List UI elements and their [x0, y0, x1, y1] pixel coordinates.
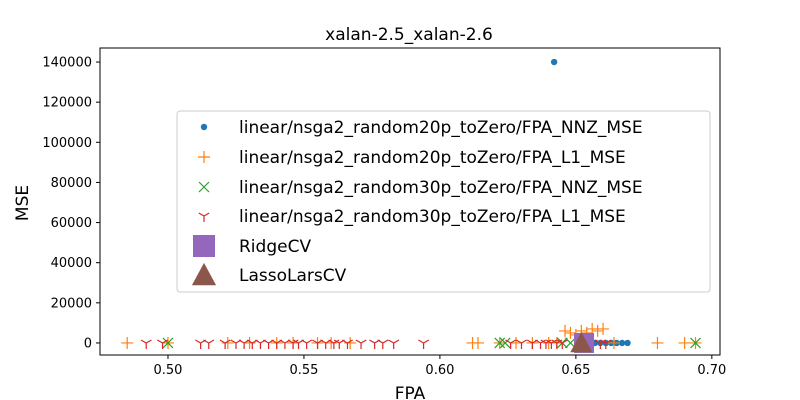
legend: linear/nsga2_random20p_toZero/FPA_NNZ_MS…	[176, 110, 711, 293]
y-tick-label: 120000	[42, 96, 92, 111]
y-axis-label: MSE	[13, 185, 33, 221]
data-point-series-3	[556, 339, 568, 349]
data-point-series-3	[377, 339, 389, 349]
data-point-series-1	[510, 336, 523, 349]
x-tick-label: 0.70	[697, 363, 726, 378]
y-tick-label: 60000	[51, 216, 92, 231]
x-tick-label: 0.55	[289, 363, 318, 378]
x-tick-label: 0.50	[154, 363, 183, 378]
data-point-series-2	[494, 337, 506, 349]
data-point-series-1	[564, 326, 577, 339]
legend-entry-0: linear/nsga2_random20p_toZero/FPA_NNZ_MS…	[239, 118, 643, 138]
x-tick-label: 0.65	[561, 363, 590, 378]
axis-ticks: 0.50 0.55 0.60 0.65 0.70 0 20000 40000 60000 8000…	[42, 56, 726, 378]
data-point-series-3	[157, 339, 169, 349]
data-point-series-1	[121, 336, 134, 349]
data-points	[121, 58, 702, 353]
data-point-series-2	[499, 337, 511, 349]
y-tick-label: 0	[84, 336, 92, 351]
data-point-series-3	[203, 339, 215, 349]
data-point-series-3	[341, 339, 353, 349]
legend-marker-2	[198, 181, 210, 193]
data-point-series-3	[505, 339, 517, 349]
data-point-series-1	[607, 336, 620, 349]
data-point-series-3	[515, 339, 528, 349]
data-point-series-2	[162, 337, 174, 349]
y-tick-label: 40000	[51, 256, 92, 271]
legend-entry-3: linear/nsga2_random30p_toZero/FPA_L1_MSE	[239, 207, 626, 227]
plot-area-frame	[99, 47, 721, 356]
x-tick-label: 0.60	[425, 363, 454, 378]
data-point-series-1	[221, 336, 234, 349]
data-point-series-1	[344, 336, 357, 349]
data-point-series-3	[418, 339, 430, 349]
data-point-series-3	[301, 339, 313, 349]
data-point-series-1	[586, 322, 599, 335]
y-tick-label: 140000	[42, 56, 92, 71]
data-point-series-5	[570, 331, 593, 353]
data-point-series-0	[550, 58, 558, 66]
legend-marker-0	[200, 123, 208, 131]
data-point-series-1	[597, 322, 610, 335]
data-point-series-3	[355, 339, 367, 349]
data-point-series-1	[243, 336, 256, 349]
legend-box	[176, 110, 711, 293]
data-point-series-1	[471, 336, 484, 349]
data-point-series-3	[140, 339, 152, 349]
data-point-series-1	[678, 336, 691, 349]
y-tick-label: 20000	[51, 296, 92, 311]
chart-title: xalan-2.5_xalan-2.6	[325, 25, 493, 45]
data-point-series-1	[559, 324, 571, 337]
data-point-series-3	[388, 339, 400, 349]
y-tick-label: 80000	[51, 176, 92, 191]
legend-marker-5	[191, 262, 217, 286]
data-point-series-0	[618, 339, 626, 347]
data-point-series-1	[591, 324, 604, 337]
x-axis-label: FPA	[395, 384, 426, 400]
y-tick-label: 100000	[42, 136, 92, 151]
data-point-series-2	[690, 337, 701, 349]
data-point-series-3	[600, 339, 612, 349]
legend-marker-1	[198, 151, 210, 163]
legend-entry-1: linear/nsga2_random20p_toZero/FPA_L1_MSE	[239, 148, 626, 168]
data-point-series-0	[624, 339, 631, 347]
data-point-series-1	[325, 336, 338, 349]
legend-marker-3	[198, 212, 210, 222]
legend-entry-4: RidgeCV	[239, 237, 311, 257]
legend-entry-2: linear/nsga2_random30p_toZero/FPA_NNZ_MS…	[239, 178, 643, 198]
data-point-series-1	[651, 336, 664, 349]
legend-marker-4	[193, 235, 215, 257]
data-point-series-3	[219, 339, 231, 349]
legend-entry-5: LassoLarsCV	[239, 266, 347, 286]
